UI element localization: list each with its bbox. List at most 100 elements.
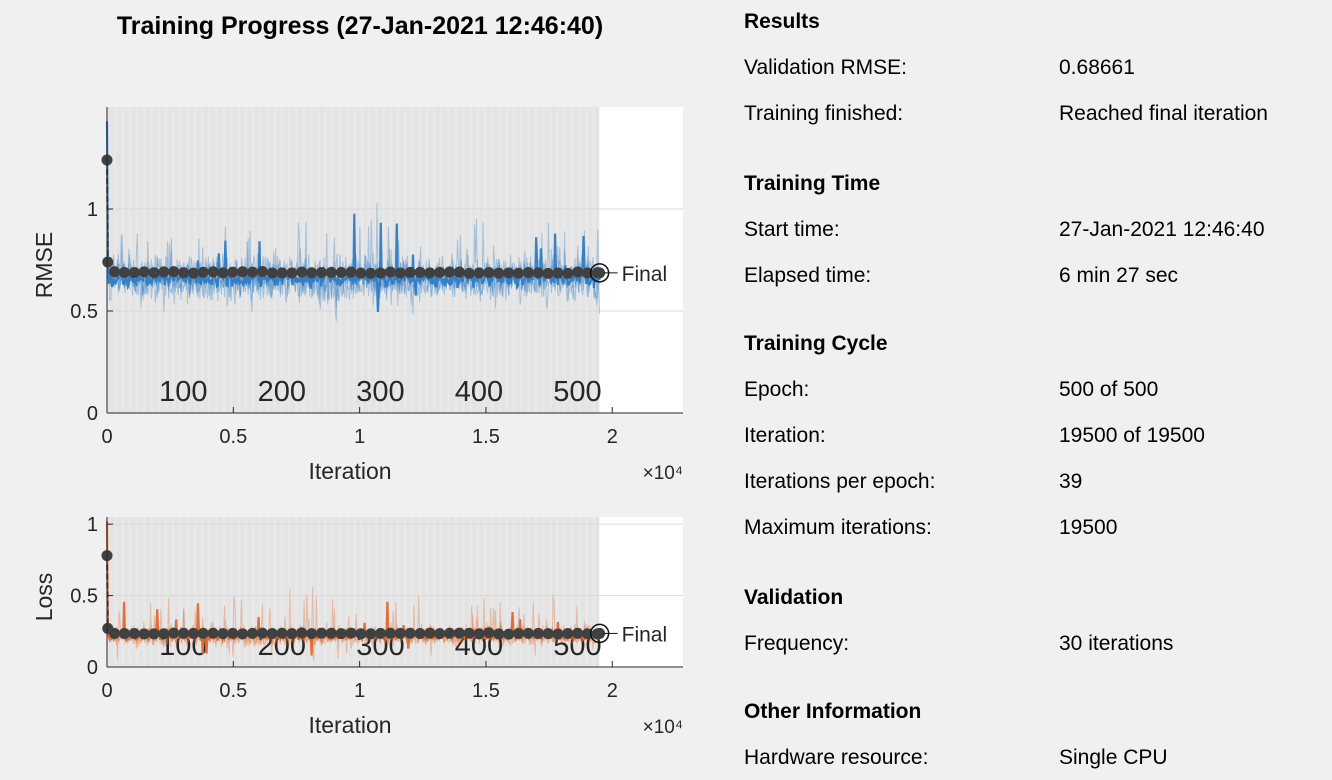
elapsed-time-label: Elapsed time:	[744, 264, 872, 287]
iteration-label: Iteration:	[744, 424, 826, 447]
results-header: Results	[744, 10, 820, 33]
validation-point	[453, 627, 465, 639]
validation-point	[384, 266, 396, 278]
other-information-header: Other Information	[744, 700, 922, 723]
validation-rmse-value: 0.68661	[1059, 56, 1135, 79]
epoch-label: 200	[258, 376, 306, 408]
validation-point	[286, 628, 298, 640]
x-tick-label: 0	[101, 426, 112, 448]
frequency-value: 30 iterations	[1059, 632, 1174, 655]
x-tick-label: 1.5	[472, 680, 500, 702]
validation-point	[355, 267, 367, 279]
validation-point	[335, 266, 347, 278]
validation-point	[227, 266, 239, 278]
epoch-label: 100	[159, 376, 207, 408]
validation-point	[424, 267, 436, 279]
validation-point	[493, 628, 505, 640]
validation-point	[473, 628, 485, 640]
validation-point	[522, 627, 534, 639]
x-tick-label: 2	[607, 680, 618, 702]
validation-point	[178, 267, 190, 279]
validation-point	[217, 267, 229, 279]
validation-point	[187, 627, 199, 639]
validation-point	[148, 628, 160, 640]
x-exponent-label: ×10⁴	[643, 717, 683, 738]
validation-header: Validation	[744, 586, 844, 609]
validation-point	[394, 627, 406, 639]
validation-point	[404, 266, 416, 278]
validation-point	[414, 628, 426, 640]
x-exponent-label: ×10⁴	[643, 463, 683, 484]
x-axis-label: Iteration	[308, 712, 391, 738]
final-label: Final	[622, 623, 668, 646]
validation-point	[237, 628, 249, 640]
validation-point	[325, 266, 337, 278]
training-cycle-header: Training Cycle	[744, 332, 888, 355]
validation-point	[463, 267, 475, 279]
validation-point	[247, 627, 259, 639]
validation-point	[296, 627, 308, 639]
validation-point	[325, 627, 337, 639]
validation-point	[276, 627, 288, 639]
validation-point	[178, 627, 190, 639]
validation-point	[414, 266, 426, 278]
validation-point	[315, 266, 327, 278]
validation-point	[158, 266, 170, 278]
validation-point	[306, 267, 318, 279]
hardware-resource-value: Single CPU	[1059, 746, 1168, 769]
validation-point	[463, 627, 475, 639]
validation-point	[345, 266, 357, 278]
validation-point	[483, 627, 495, 639]
validation-point	[207, 627, 219, 639]
epoch-label: 500	[553, 376, 601, 408]
validation-point	[542, 628, 554, 640]
elapsed-time-value: 6 min 27 sec	[1059, 264, 1179, 287]
validation-point	[128, 266, 140, 278]
validation-point	[118, 266, 130, 278]
validation-point	[473, 267, 485, 279]
x-tick-label: 0	[101, 680, 112, 702]
validation-point	[266, 627, 278, 639]
training-time-header: Training Time	[744, 172, 881, 195]
validation-point	[562, 627, 574, 639]
validation-point	[404, 627, 416, 639]
epoch-separators	[107, 107, 599, 413]
validation-point	[187, 267, 199, 279]
x-tick-label: 1.5	[472, 426, 500, 448]
validation-point	[315, 627, 327, 639]
validation-point	[168, 627, 180, 639]
validation-point	[168, 266, 180, 278]
start-time-label: Start time:	[744, 218, 840, 241]
validation-point	[375, 627, 387, 639]
plot-title: Training Progress (27-Jan-2021 12:46:40)	[116, 12, 604, 40]
iterations-per-epoch-label: Iterations per epoch:	[744, 470, 936, 493]
validation-point	[513, 267, 525, 279]
validation-point	[138, 628, 150, 640]
validation-point	[148, 267, 160, 279]
validation-point	[365, 267, 377, 279]
x-tick-label: 1	[354, 680, 365, 702]
validation-point	[384, 627, 396, 639]
y-tick-label: 0.5	[70, 301, 98, 323]
validation-point	[227, 627, 239, 639]
x-tick-label: 0.5	[219, 426, 247, 448]
y-axis-label: Loss	[31, 573, 57, 622]
validation-point	[503, 628, 515, 640]
validation-point	[197, 627, 209, 639]
validation-point	[532, 267, 544, 279]
validation-point	[256, 627, 268, 639]
validation-point	[375, 267, 387, 279]
validation-point	[296, 266, 308, 278]
x-tick-label: 2	[607, 426, 618, 448]
validation-rmse-label: Validation RMSE:	[744, 56, 908, 79]
iteration-value: 19500 of 19500	[1059, 424, 1205, 447]
validation-point	[532, 627, 544, 639]
validation-point	[434, 266, 446, 278]
validation-point	[217, 628, 229, 640]
validation-point	[256, 266, 268, 278]
validation-point	[493, 267, 505, 279]
validation-point	[542, 267, 554, 279]
validation-point	[434, 628, 446, 640]
